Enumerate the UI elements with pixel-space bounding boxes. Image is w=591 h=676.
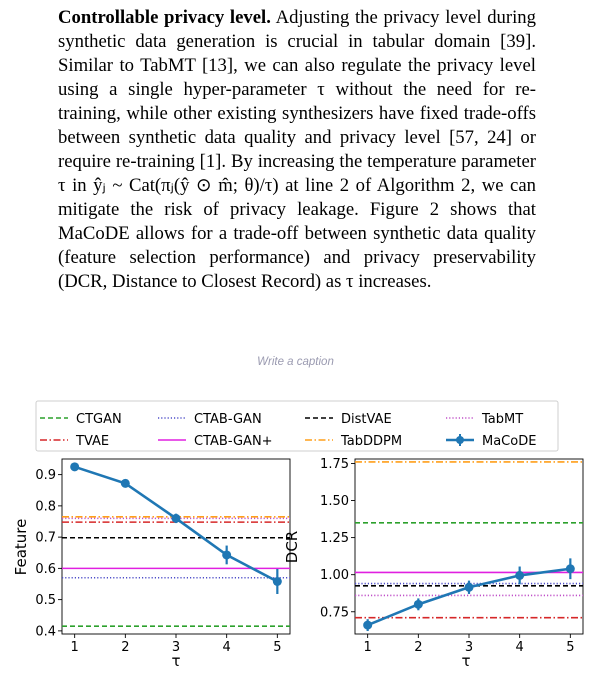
feature-ytick-label: 0.8 <box>35 499 56 514</box>
dcr-xtick-label: 3 <box>465 640 473 655</box>
dcr-ytick-label: 1.75 <box>320 457 349 472</box>
dcr-plot-frame <box>354 458 584 635</box>
feature-ylabel: Feature <box>12 519 30 576</box>
feature-ytick-label: 0.9 <box>35 468 56 483</box>
dcr-macode-point <box>565 564 575 574</box>
feature-xtick-label: 3 <box>172 640 180 655</box>
feature-ytick-label: 0.7 <box>35 531 56 546</box>
dcr-macode-line <box>367 567 571 627</box>
dcr-xtick-label: 1 <box>364 640 372 655</box>
feature-ytick-label: 0.5 <box>35 593 56 608</box>
dcr-ytick-label: 0.75 <box>320 605 349 620</box>
dcr-macode-point <box>413 599 423 609</box>
paragraph-text: Adjusting the privacy level during synth… <box>58 7 536 292</box>
dcr-ytick-label: 1.25 <box>320 531 349 546</box>
legend-label-ctab-gan: CTAB-GAN <box>194 412 262 427</box>
dcr-xtick-label: 2 <box>414 640 422 655</box>
feature-xtick-label: 4 <box>223 640 231 655</box>
dcr-ytick-label: 1.50 <box>320 494 349 509</box>
feature-plot: Feature τ 0.4 0.5 0.6 0.7 0.8 0.9 1 2 3 4 5 <box>12 458 291 670</box>
feature-macode-point <box>272 577 282 586</box>
feature-macode-point <box>120 478 130 488</box>
feature-macode-point <box>222 550 232 560</box>
feature-plot-frame <box>61 458 291 635</box>
dcr-ylabel: DCR <box>283 531 301 563</box>
paragraph: Controllable privacy level. Adjusting th… <box>58 6 536 294</box>
feature-xtick-label: 5 <box>273 640 281 655</box>
legend-label-distvae: DistVAE <box>341 412 392 427</box>
dcr-xlabel: τ <box>461 652 470 670</box>
feature-ytick-label: 0.6 <box>35 562 56 577</box>
feature-ytick-label: 0.4 <box>35 624 56 639</box>
legend-label-macode: MaCoDE <box>482 434 536 449</box>
paragraph-lead: Controllable privacy level. <box>58 7 271 28</box>
feature-macode-point <box>70 462 80 472</box>
feature-xtick-label: 1 <box>71 640 79 655</box>
legend-label-ctgan: CTGAN <box>76 412 122 427</box>
feature-macode-point <box>171 513 181 523</box>
caption-placeholder[interactable]: Write a caption <box>257 356 334 368</box>
dcr-plot: DCR τ 0.75 1.00 1.25 1.50 1.75 1 2 3 4 5 <box>283 457 584 670</box>
dcr-xtick-label: 5 <box>566 640 574 655</box>
legend-box <box>35 400 559 452</box>
legend: CTGAN CTAB-GAN DistVAE TabMT TVAE CTAB-GAN+ Ta… <box>40 412 536 449</box>
figure: CTGAN CTAB-GAN DistVAE TabMT TVAE CTAB-GAN+ Ta… <box>12 400 584 670</box>
dcr-macode-point <box>515 570 525 580</box>
legend-label-ctab-gan-: CTAB-GAN+ <box>194 434 273 449</box>
dcr-xtick-label: 4 <box>516 640 524 655</box>
legend-label-tabmt: TabMT <box>481 412 523 427</box>
legend-marker-macode <box>456 436 464 444</box>
dcr-ytick-label: 1.00 <box>320 568 349 583</box>
feature-xtick-label: 2 <box>121 640 129 655</box>
feature-xlabel: τ <box>171 652 180 670</box>
legend-label-tvae: TVAE <box>75 434 109 449</box>
dcr-macode-point <box>464 582 474 592</box>
feature-macode-line <box>74 465 278 583</box>
dcr-macode-point <box>363 620 373 630</box>
legend-label-tabddpm: TabDDPM <box>340 434 402 449</box>
